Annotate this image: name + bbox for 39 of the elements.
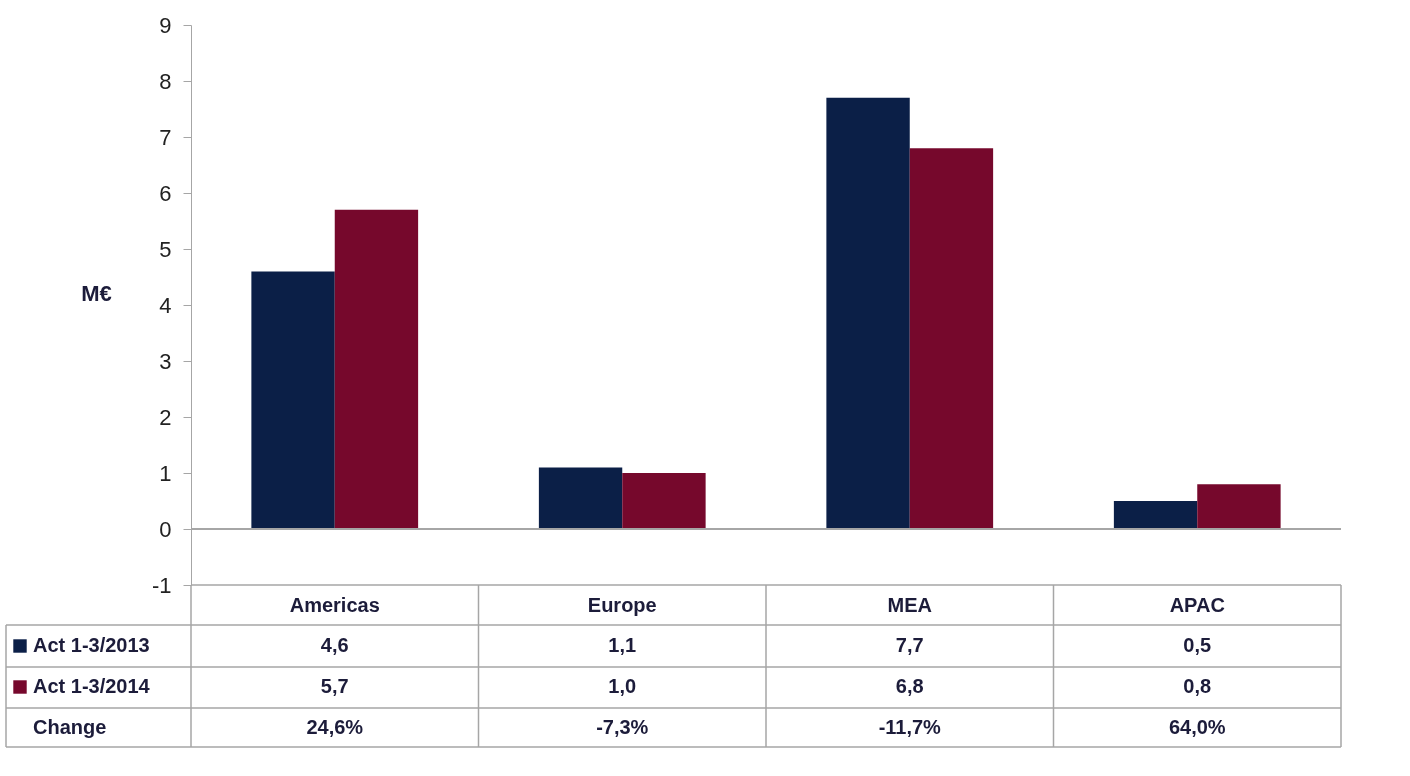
data-label: 0,8 [1183,675,1212,697]
data-label: 0,5 [1183,634,1212,656]
legend-label: Act 1-3/2013 [33,634,150,656]
text: -11,7% [878,716,942,738]
x-tick-label: Europe [587,593,657,616]
y-tick-label: 2 [159,404,172,430]
y-tick-label: 8 [159,68,172,94]
data-label: 7,7 [895,634,924,656]
bar [826,97,910,529]
text: -7,3% [596,716,649,738]
text: Change [33,716,107,738]
bar [251,271,335,529]
y-tick-label: 4 [159,292,172,318]
text: 64,0% [1168,716,1226,738]
y-tick-label: 1 [159,460,172,486]
data-label: 1,0 [608,675,637,697]
bar [334,209,419,529]
data-label: 4,6 [320,634,349,656]
text: 24,6% [306,716,364,738]
bar [1113,501,1198,529]
y-axis-title: M€ [81,280,112,306]
bar [909,148,994,529]
y-tick-label: 9 [159,12,172,38]
x-tick-label: MEA [887,593,932,616]
y-tick-label: 0 [159,516,172,542]
data-label: 5,7 [320,675,349,697]
bar [538,467,623,529]
x-tick-label: APAC [1169,593,1225,616]
x-tick-label: Americas [289,593,380,616]
y-tick-label: 3 [159,348,172,374]
y-tick-label: 7 [159,124,172,150]
bar [1197,484,1281,529]
data-label: 1,1 [608,634,637,656]
y-tick-label: 5 [159,236,172,262]
y-tick-label: 6 [159,180,172,206]
y-tick-label: -1 [151,572,172,598]
legend-label: Act 1-3/2014 [33,675,151,697]
data-label: 6,8 [895,675,924,697]
bar [622,473,706,529]
